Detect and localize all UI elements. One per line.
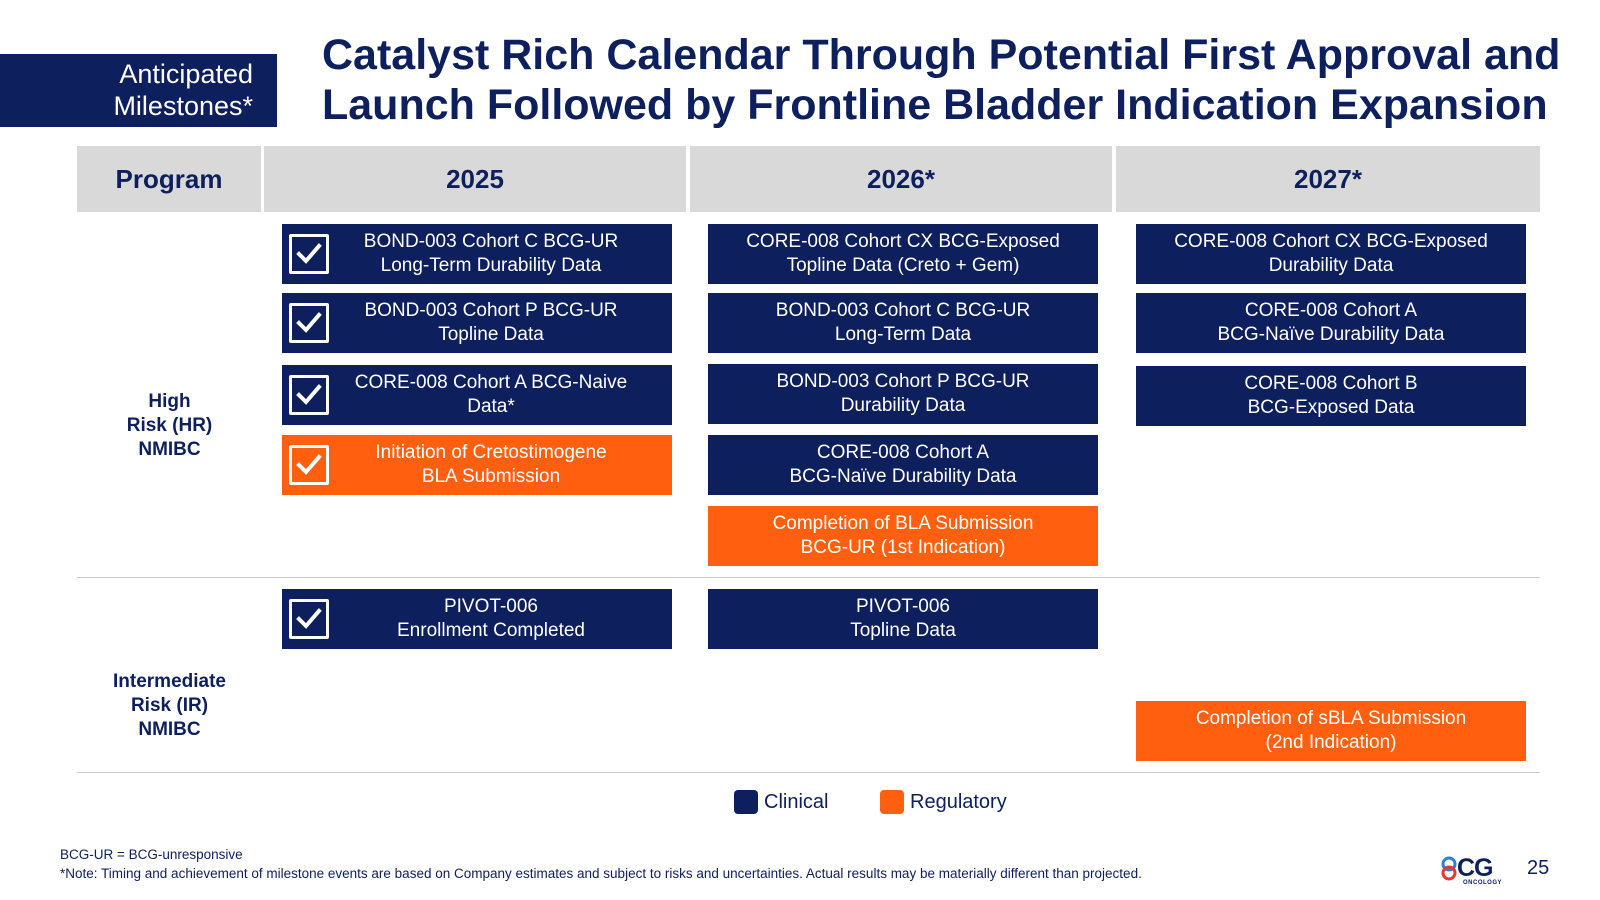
anticipated-milestones-tag: Anticipated Milestones* [0,54,277,127]
legend-clinical-label: Clinical [764,790,829,813]
milestone-text: BOND-003 Cohort P BCG-UR Durability Data [776,371,1030,416]
milestone-text: CORE-008 Cohort A BCG-Naïve Durability D… [789,442,1017,487]
milestone-text: PIVOT-006 Enrollment Completed [397,596,585,641]
checkbox-checked-icon [289,375,329,415]
clinical-milestone-hr-2026-4: CORE-008 Cohort A BCG-Naïve Durability D… [708,435,1098,495]
milestone-text: BOND-003 Cohort C BCG-UR Long-Term Data [775,300,1031,345]
regulatory-milestone-ir-2027-1: Completion of sBLA Submission (2nd Indic… [1136,701,1526,761]
clinical-milestone-hr-2026-1: CORE-008 Cohort CX BCG-Exposed Topline D… [708,224,1098,284]
logo-letters: CG [1457,854,1493,882]
page-title: Catalyst Rich Calendar Through Potential… [322,30,1592,130]
row-label-high-risk: High Risk (HR) NMIBC [126,391,213,460]
disclaimer-note: *Note: Timing and achievement of milesto… [60,866,1142,881]
clinical-milestone-ir-2026-1: PIVOT-006 Topline Data [708,589,1098,649]
milestone-text: CORE-008 Cohort A BCG-Naïve Durability D… [1217,300,1445,345]
page-number: 25 [1527,857,1550,879]
clinical-milestone-hr-2027-2: CORE-008 Cohort A BCG-Naïve Durability D… [1136,293,1526,353]
checkbox-checked-icon [289,303,329,343]
tag-line-2: Milestones* [113,91,253,121]
checkbox-checked-icon [289,234,329,274]
regulatory-milestone-hr-2026-5: Completion of BLA Submission BCG-UR (1st… [708,506,1098,566]
milestone-text: Completion of sBLA Submission (2nd Indic… [1195,708,1467,753]
abbreviation-note: BCG-UR = BCG-unresponsive [60,847,243,862]
clinical-milestone-hr-2026-3: BOND-003 Cohort P BCG-UR Durability Data [708,364,1098,424]
legend-clinical: Clinical [734,790,828,814]
checkbox-checked-icon [289,599,329,639]
milestone-text: CORE-008 Cohort CX BCG-Exposed Topline D… [746,231,1060,276]
clinical-milestone-hr-2025-2: BOND-003 Cohort P BCG-UR Topline Data [282,293,672,353]
title-line-2: Launch Followed by Frontline Bladder Ind… [322,81,1548,129]
row-label-intermediate-risk: Intermediate Risk (IR) NMIBC [113,671,226,740]
checkbox-checked-icon [289,445,329,485]
milestone-text: BOND-003 Cohort C BCG-UR Long-Term Durab… [363,231,619,276]
column-header-2025: 2025 [264,146,686,212]
milestone-text: PIVOT-006 Topline Data [850,596,956,641]
legend-regulatory-label: Regulatory [910,790,1007,813]
row-divider [77,577,1540,578]
logo-mark-icon [1441,856,1457,881]
milestone-text: BOND-003 Cohort P BCG-UR Topline Data [364,300,618,345]
clinical-milestone-hr-2027-1: CORE-008 Cohort CX BCG-Exposed Durabilit… [1136,224,1526,284]
regulatory-swatch [880,790,904,814]
milestone-text: CORE-008 Cohort B BCG-Exposed Data [1244,373,1418,418]
milestone-text: Completion of BLA Submission BCG-UR (1st… [772,513,1034,558]
clinical-milestone-hr-2025-3: CORE-008 Cohort A BCG-Naive Data* [282,365,672,425]
milestone-text: CORE-008 Cohort A BCG-Naive Data* [354,372,628,417]
column-header-2026: 2026* [690,146,1112,212]
company-logo: CG ONCOLOGY [1441,854,1511,888]
column-header-2027: 2027* [1116,146,1540,212]
table-bottom-divider [77,772,1540,773]
clinical-milestone-ir-2025-1: PIVOT-006 Enrollment Completed [282,589,672,649]
milestone-text: Initiation of Cretostimogene BLA Submiss… [375,442,607,487]
column-header-program: Program [77,146,261,212]
legend-regulatory: Regulatory [880,790,1007,814]
clinical-milestone-hr-2027-3: CORE-008 Cohort B BCG-Exposed Data [1136,366,1526,426]
clinical-swatch [734,790,758,814]
clinical-milestone-hr-2026-2: BOND-003 Cohort C BCG-UR Long-Term Data [708,293,1098,353]
regulatory-milestone-hr-2025-4: Initiation of Cretostimogene BLA Submiss… [282,435,672,495]
logo-subtext: ONCOLOGY [1463,880,1503,886]
title-line-1: Catalyst Rich Calendar Through Potential… [322,31,1561,79]
milestone-text: CORE-008 Cohort CX BCG-Exposed Durabilit… [1174,231,1488,276]
tag-line-1: Anticipated [119,59,253,89]
clinical-milestone-hr-2025-1: BOND-003 Cohort C BCG-UR Long-Term Durab… [282,224,672,284]
